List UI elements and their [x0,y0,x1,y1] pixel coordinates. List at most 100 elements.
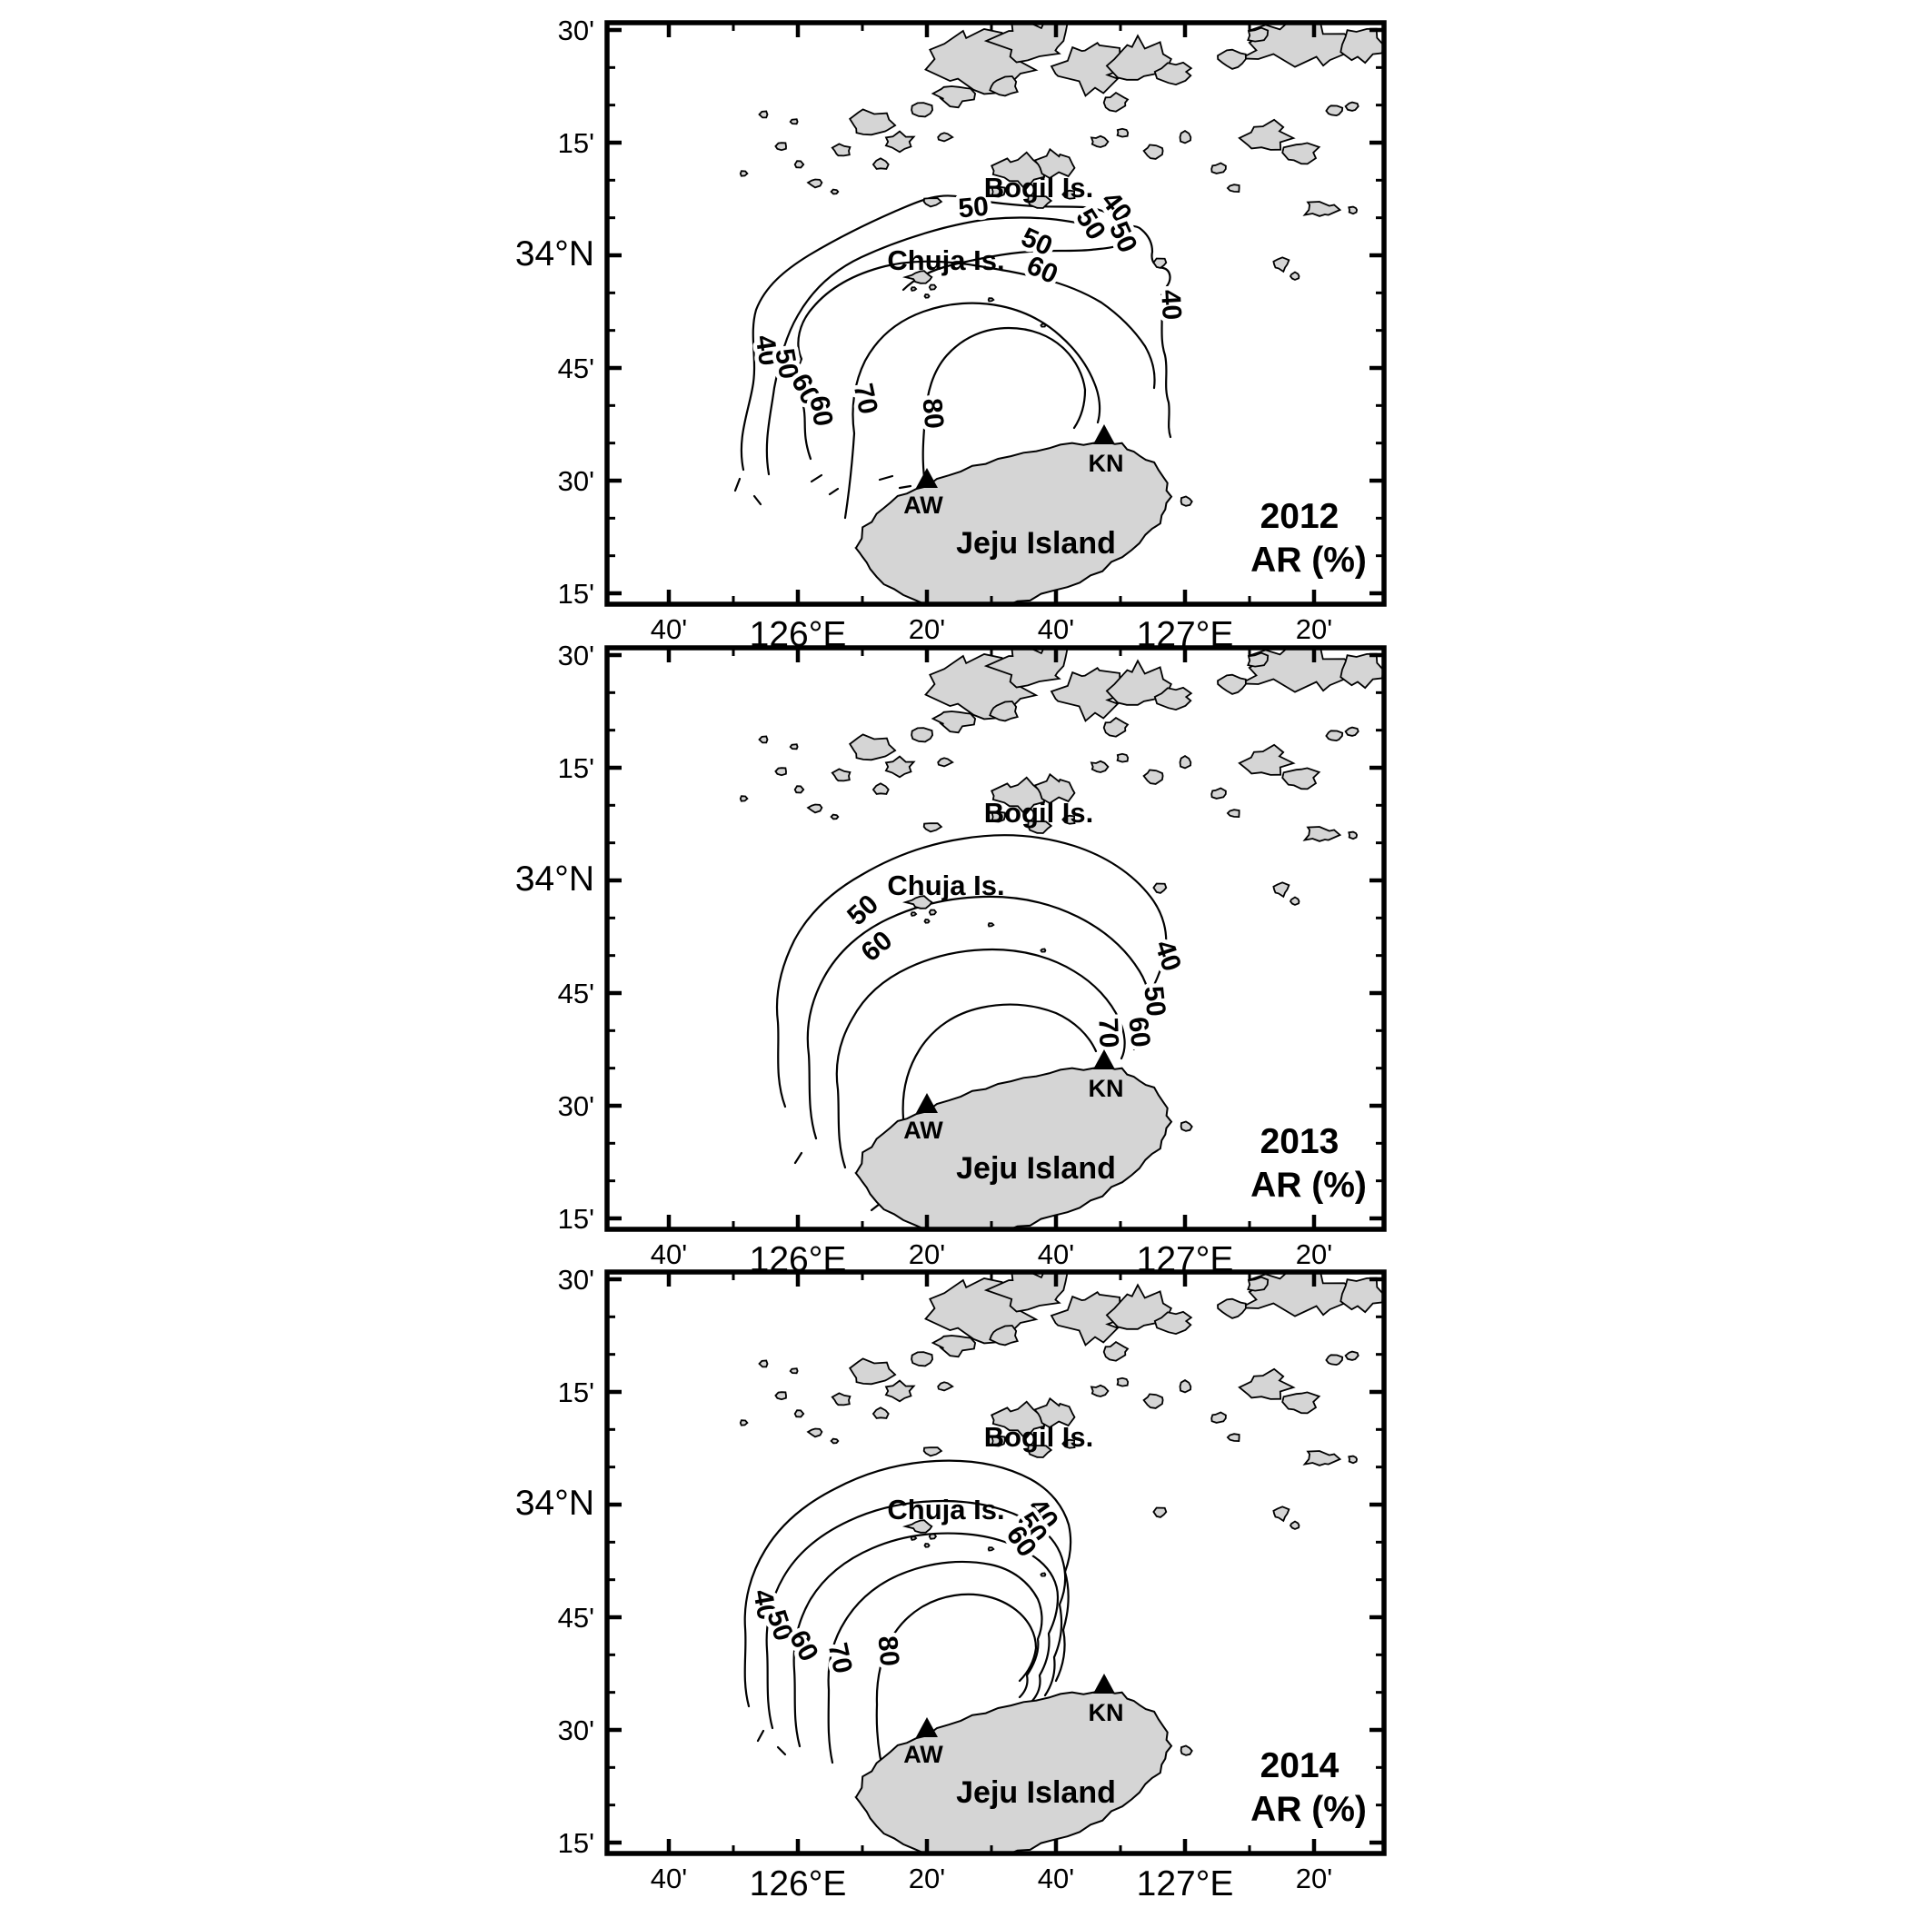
contour-50-line [765,216,1127,476]
island-shape [1226,184,1240,194]
panel-border [604,1269,1387,1856]
x-axis-label: 20' [1296,613,1332,645]
island-shape [1116,1376,1130,1387]
island-shape [739,170,749,177]
island-shape [789,118,799,125]
island-shape [831,143,851,157]
island-shape [983,1272,1069,1313]
island-shape [1217,673,1247,695]
contour-label: 60 [803,393,838,429]
island-shape [830,813,840,820]
island-shape [1272,1506,1290,1523]
island-shape [937,1381,954,1392]
island-shape [1179,755,1192,770]
island-shape [1289,1520,1300,1530]
label-chuja-is-: Chuja Is. [887,870,1004,901]
island-shape [991,151,1046,192]
y-axis-label: 30' [558,640,594,671]
island-shape [1348,205,1359,215]
island-shape [1033,147,1076,180]
island-shape [1272,256,1290,273]
island-shape [774,767,787,777]
island-shape [884,130,916,154]
island-shape [1247,651,1270,668]
island-shape [1344,101,1359,112]
island-shape [1142,144,1164,160]
contour-40-line [775,834,1168,1108]
contour-label: 50 [957,192,990,224]
label-bogil-is-: Bogil Is. [984,1421,1094,1453]
island-shape [831,768,851,782]
island-shape [1325,730,1344,742]
y-axis-label: 45' [558,1602,594,1634]
island-shape [806,1427,823,1438]
island-shape [739,795,749,802]
island-shape [1105,1283,1172,1330]
contour-40-line [740,194,1172,472]
island-shape [1237,23,1359,68]
x-axis-label: 40' [1038,613,1074,645]
label-jeju-island: Jeju Island [956,1775,1116,1810]
contour-dash-segment [898,484,912,490]
label-jeju-island: Jeju Island [956,526,1116,561]
x-axis-label: 40' [1038,1863,1074,1894]
island-shape [1217,48,1247,70]
y-axis-label: 34°N [515,1484,594,1523]
island-shape [830,188,840,195]
island-shape [1061,814,1076,825]
year-label: 2014 [1260,1746,1339,1785]
island-shape [989,1325,1019,1347]
island-shape [1040,323,1047,328]
island-shape [983,23,1069,64]
contour-label: 50 [1138,985,1170,1019]
island-shape [806,178,823,189]
island-shape [848,733,897,761]
island-shape [911,727,934,743]
island-shape [831,1392,851,1406]
island-shape [991,1400,1046,1441]
island-shape [1344,1350,1359,1361]
island-shape [1210,787,1227,800]
island-shape [923,293,931,299]
island-shape [1027,194,1053,209]
island-shape [1272,881,1290,899]
contour-label: 50 [1103,217,1143,257]
contour-label: 70 [848,381,883,417]
island-shape [1102,1341,1130,1362]
station-marker-aw [916,468,938,488]
y-axis-label: 34°N [515,234,594,273]
island-shape [871,782,890,795]
contour-70-line [827,1560,1043,1764]
island-shape [1090,1384,1110,1397]
contour-50-line [765,1499,1067,1730]
island-shape [793,160,805,169]
island-shape [1152,1506,1168,1518]
label-jeju-island: Jeju Island [956,1151,1116,1186]
ar-unit-label: AR (%) [1250,1790,1367,1829]
island-shape [1210,162,1227,174]
island-shape [901,895,933,909]
island-shape [937,757,954,768]
contour-dash-segment [793,1151,803,1165]
island-shape [1050,667,1133,722]
x-axis-label: 40' [651,613,687,645]
island-shape [848,108,897,136]
y-axis-label: 15' [558,752,594,784]
island-shape [1238,118,1296,151]
island-shape [1339,652,1384,690]
island-shape [758,1359,769,1368]
contour-label: 80 [872,1635,905,1667]
contour-60-line [792,1532,1060,1748]
contour-label: 60 [1122,1016,1155,1049]
label-bogil-is-: Bogil Is. [984,172,1094,204]
island-shape [1152,257,1168,269]
island-shape [758,735,769,744]
station-marker-kn [1093,1674,1115,1694]
island-shape [1302,826,1342,842]
contour-dash-segment [828,487,840,496]
island-shape [922,1446,943,1457]
island-shape [1302,201,1342,217]
island-shape [884,755,916,779]
island-shape [931,711,977,734]
